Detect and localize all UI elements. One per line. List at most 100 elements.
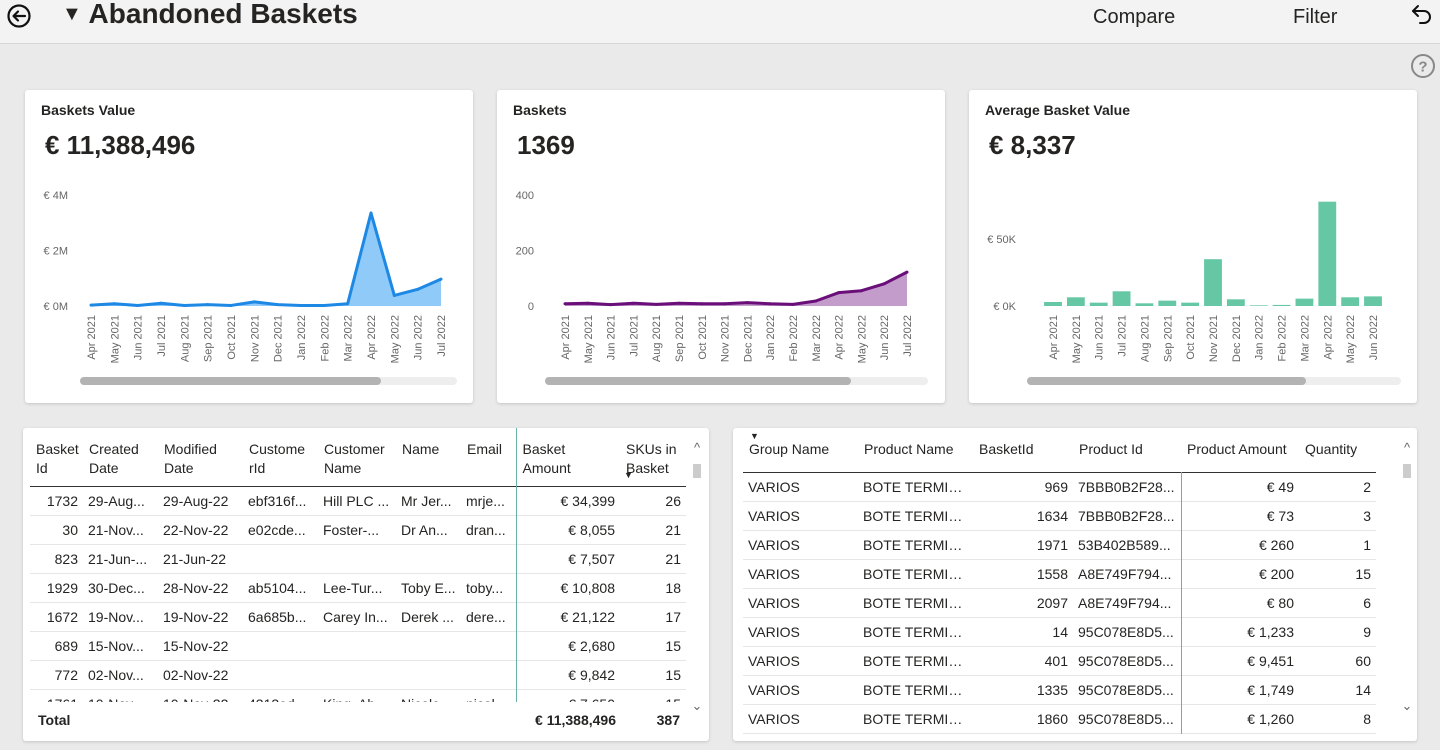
page-title[interactable]: ▼ Abandoned Baskets (62, 0, 358, 32)
column-header[interactable]: Group Name ▼ (743, 428, 858, 472)
data-point[interactable] (609, 303, 613, 307)
data-point[interactable] (416, 287, 420, 291)
table-row[interactable]: VARIOS BOTE TERMIN... 14 95C078E8D5... € 1,2… (743, 617, 1376, 646)
data-point[interactable] (882, 282, 886, 286)
table-row[interactable]: 772 02-Nov... 02-Nov-22 € 9,842 15 (30, 660, 686, 689)
bar[interactable] (1226, 299, 1245, 306)
scrollbar-thumb[interactable] (1027, 377, 1306, 385)
data-point[interactable] (905, 270, 909, 274)
bar[interactable] (1272, 304, 1291, 306)
column-header[interactable]: Name (396, 428, 461, 486)
table-row[interactable]: VARIOS BOTE TERMIN... 1860 95C078E8D5... € 1… (743, 704, 1376, 733)
data-point[interactable] (654, 302, 658, 306)
table-row[interactable]: 689 15-Nov... 15-Nov-22 € 2,680 15 (30, 631, 686, 660)
data-point[interactable] (229, 303, 233, 307)
back-arrow-icon[interactable] (6, 3, 32, 29)
table-vertical-scrollbar[interactable]: ^ ⌄ (1401, 440, 1413, 714)
column-header[interactable]: Product Name (858, 428, 973, 472)
column-header[interactable]: Email (461, 428, 516, 486)
column-header[interactable]: Custome rId (243, 428, 318, 486)
scrollbar-thumb[interactable] (545, 377, 851, 385)
table-row[interactable]: 1732 29-Aug... 29-Aug-22 ebf316f... Hill PLC… (30, 486, 686, 515)
scrollbar-thumb[interactable] (80, 377, 381, 385)
data-point[interactable] (299, 303, 303, 307)
data-point[interactable] (631, 301, 635, 305)
scrollbar-thumb[interactable] (693, 464, 701, 478)
table-row[interactable]: 1672 19-Nov... 19-Nov-22 6a685b... Carey In.… (30, 602, 686, 631)
data-point[interactable] (723, 302, 727, 306)
undo-icon[interactable] (1410, 2, 1434, 26)
table-row[interactable]: 823 21-Jun-... 21-Jun-22 € 7,507 21 (30, 544, 686, 573)
data-point[interactable] (136, 303, 140, 307)
bar[interactable] (1135, 303, 1154, 306)
data-point[interactable] (159, 301, 163, 305)
bar[interactable] (1044, 301, 1062, 306)
chart-horizontal-scrollbar[interactable] (1027, 377, 1401, 385)
data-point[interactable] (89, 303, 93, 307)
bar[interactable] (1341, 297, 1360, 306)
column-header[interactable]: Basket Amount (515, 428, 620, 486)
data-point[interactable] (369, 211, 373, 215)
column-header[interactable]: SKUs in Basket ▼ (620, 428, 686, 486)
column-header[interactable]: Quantity (1299, 428, 1376, 472)
scroll-up-icon[interactable]: ^ (693, 440, 701, 455)
table-row[interactable]: 30 21-Nov... 22-Nov-22 e02cde... Foster-... D… (30, 515, 686, 544)
chart-horizontal-scrollbar[interactable] (80, 377, 457, 385)
data-point[interactable] (586, 301, 590, 305)
data-point[interactable] (206, 303, 210, 307)
data-point[interactable] (700, 302, 704, 306)
data-point[interactable] (768, 302, 772, 306)
data-point[interactable] (859, 289, 863, 293)
column-header[interactable]: Modified Date (158, 428, 243, 486)
data-point[interactable] (814, 299, 818, 303)
sort-descending-icon[interactable]: ▼ (750, 430, 759, 441)
table-row[interactable]: VARIOS BOTE TERMIN... 1335 95C078E8D5... € 1… (743, 675, 1376, 704)
bar[interactable] (1204, 259, 1222, 306)
bar[interactable] (1158, 300, 1177, 306)
table-row[interactable]: 1929 30-Dec... 28-Nov-22 ab5104... Lee-Tur..… (30, 573, 686, 602)
data-point[interactable] (276, 303, 280, 307)
bar[interactable] (1318, 201, 1337, 306)
data-point[interactable] (112, 302, 116, 306)
scrollbar-thumb[interactable] (1403, 464, 1411, 478)
data-point[interactable] (563, 302, 567, 306)
data-point[interactable] (745, 301, 749, 305)
column-header[interactable]: BasketId (973, 428, 1073, 472)
data-point[interactable] (392, 293, 396, 297)
sort-descending-icon[interactable]: ▼ (624, 469, 633, 480)
table-row[interactable]: VARIOS BOTE TERMIN... 2097 A8E749F794... € 8… (743, 588, 1376, 617)
bar[interactable] (1112, 291, 1131, 306)
scroll-down-icon[interactable]: ⌄ (691, 698, 703, 713)
data-point[interactable] (837, 291, 841, 295)
table-row[interactable]: VARIOS BOTE TERMIN... 401 95C078E8D5... € 9,… (743, 646, 1376, 675)
data-point[interactable] (346, 302, 350, 306)
column-header[interactable]: Created Date (83, 428, 158, 486)
scroll-down-icon[interactable]: ⌄ (1401, 698, 1413, 713)
data-point[interactable] (182, 303, 186, 307)
table-row[interactable]: VARIOS BOTE TERMIN... 1971 53B402B589... € 2… (743, 530, 1376, 559)
bar[interactable] (1295, 298, 1314, 306)
bar[interactable] (1364, 296, 1382, 306)
bar[interactable] (1089, 302, 1108, 306)
chart-horizontal-scrollbar[interactable] (545, 377, 928, 385)
bar[interactable] (1249, 305, 1268, 306)
data-point[interactable] (677, 301, 681, 305)
table-row[interactable]: VARIOS BOTE TERMIN... 1558 A8E749F794... € 2… (743, 559, 1376, 588)
table-vertical-scrollbar[interactable]: ^ ⌄ (691, 440, 703, 714)
column-header[interactable]: Customer Name (318, 428, 396, 486)
table-row[interactable]: VARIOS BOTE TERMIN... 1634 7BBB0B2F28... € 7… (743, 501, 1376, 530)
data-point[interactable] (439, 277, 443, 281)
bar[interactable] (1066, 297, 1085, 306)
filter-button[interactable]: Filter (1293, 6, 1338, 28)
bar[interactable] (1181, 302, 1200, 306)
help-icon[interactable]: ? (1410, 53, 1436, 79)
column-header[interactable]: Product Amount (1181, 428, 1299, 472)
data-point[interactable] (791, 302, 795, 306)
data-point[interactable] (252, 300, 256, 304)
data-point[interactable] (322, 303, 326, 307)
table-row[interactable]: VARIOS BOTE TERMIN... 969 7BBB0B2F28... € 49… (743, 472, 1376, 501)
column-header[interactable]: Product Id (1073, 428, 1181, 472)
scroll-up-icon[interactable]: ^ (1403, 440, 1411, 455)
compare-button[interactable]: Compare (1093, 6, 1176, 28)
